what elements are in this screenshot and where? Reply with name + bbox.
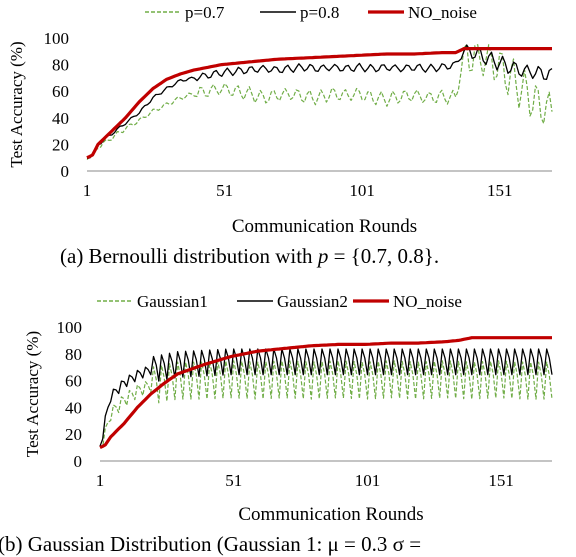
y-tick-label: 20 [65,425,82,444]
x-axis-title: Communication Rounds [238,504,423,525]
caption-b-text: (b) Gaussian Distribution (Gaussian 1: μ… [0,532,422,556]
caption-a-text: (a) Bernoulli distribution with [60,244,318,268]
x-tick-label: 101 [355,471,381,490]
x-tick-label: 1 [83,181,92,200]
y-tick-label: 100 [44,29,70,48]
caption-b: (b) Gaussian Distribution (Gaussian 1: μ… [0,532,421,557]
x-tick-label: 51 [216,181,233,200]
x-tick-label: 101 [349,181,375,200]
y-tick-label: 0 [61,162,70,181]
legend-label: Gaussian2 [277,292,348,311]
caption-a-math: p [317,244,329,268]
caption-a: (a) Bernoulli distribution with p = {0.7… [60,244,439,269]
series-line-p-0-8 [86,44,553,159]
x-tick-label: 151 [488,471,514,490]
y-tick-label: 40 [65,398,82,417]
legend-label: Gaussian1 [137,292,208,311]
series-line-gaussian1 [99,360,553,448]
legend-label: p=0.8 [300,3,339,22]
y-axis-title: Test Accuracy (%) [7,41,26,167]
series-line-no-noise [86,46,552,160]
y-tick-label: 20 [52,135,69,154]
y-axis-title: Test Accuracy (%) [23,331,42,457]
legend-label: NO_noise [408,3,477,22]
y-tick-label: 80 [65,345,82,364]
y-tick-label: 80 [52,56,69,75]
legend-label: NO_noise [393,292,462,311]
series-line-p-0-7 [86,44,553,161]
y-tick-label: 60 [52,82,69,101]
y-tick-label: 0 [74,452,83,471]
x-tick-label: 1 [96,471,105,490]
x-tick-label: 51 [225,471,242,490]
y-tick-label: 40 [52,109,69,128]
y-tick-label: 60 [65,372,82,391]
legend-label: p=0.7 [185,3,225,22]
y-tick-label: 100 [57,318,83,337]
x-axis-title: Communication Rounds [232,216,417,237]
series-line-gaussian2 [99,348,553,447]
series-line-no-noise [99,336,552,450]
x-tick-label: 151 [487,181,513,200]
caption-a-post: = {0.7, 0.8}. [328,244,440,268]
